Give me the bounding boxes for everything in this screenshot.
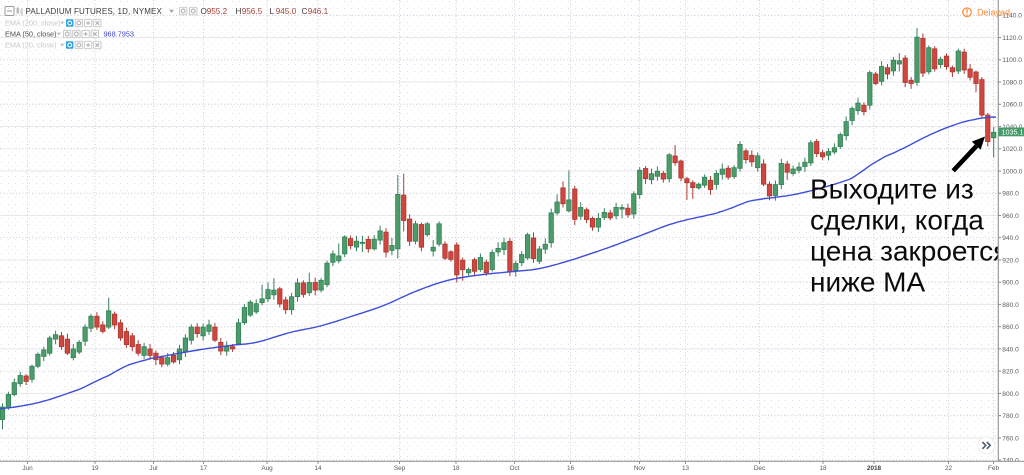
svg-text:940.0: 940.0 — [1002, 235, 1019, 242]
svg-text:1040.0: 1040.0 — [1002, 124, 1023, 131]
svg-text:EMA (200, close): EMA (200, close) — [5, 19, 61, 28]
svg-text:14: 14 — [314, 465, 322, 472]
svg-text:Delayed: Delayed — [977, 7, 1010, 17]
svg-text:18: 18 — [819, 465, 827, 472]
svg-text:C: C — [302, 7, 308, 16]
svg-text:1120.0: 1120.0 — [1002, 35, 1022, 42]
svg-text:17: 17 — [200, 465, 208, 472]
svg-text:2018: 2018 — [867, 465, 882, 472]
svg-text:840.0: 840.0 — [1002, 346, 1019, 353]
svg-text:Jun: Jun — [22, 465, 33, 472]
svg-text:22: 22 — [945, 465, 953, 472]
svg-text:PALLADIUM FUTURES, 1D, NYMEX: PALLADIUM FUTURES, 1D, NYMEX — [26, 7, 163, 16]
svg-text:900.0: 900.0 — [1002, 280, 1019, 287]
svg-text:1100.0: 1100.0 — [1002, 57, 1022, 64]
svg-text:956.5: 956.5 — [242, 7, 263, 16]
svg-text:780.0: 780.0 — [1002, 413, 1019, 420]
svg-text:Dec: Dec — [754, 465, 766, 472]
svg-text:1000.0: 1000.0 — [1002, 168, 1023, 175]
svg-text:968.7953: 968.7953 — [104, 30, 134, 39]
svg-text:945.0: 945.0 — [276, 7, 297, 16]
svg-text:1020.0: 1020.0 — [1002, 146, 1023, 153]
svg-text:Jul: Jul — [149, 465, 157, 472]
svg-text:O: O — [201, 7, 207, 16]
svg-text:Выходите из: Выходите из — [810, 174, 974, 205]
svg-text:L: L — [270, 7, 275, 16]
svg-text:920.0: 920.0 — [1002, 257, 1019, 264]
svg-text:H: H — [236, 7, 242, 16]
svg-text:820.0: 820.0 — [1002, 369, 1019, 376]
svg-text:13: 13 — [682, 465, 690, 472]
svg-text:18: 18 — [452, 465, 460, 472]
svg-text:946.1: 946.1 — [308, 7, 329, 16]
svg-text:880.0: 880.0 — [1002, 302, 1019, 309]
svg-text:Nov: Nov — [634, 465, 646, 472]
svg-text:ниже МА: ниже МА — [810, 267, 926, 298]
svg-text:1080.0: 1080.0 — [1002, 79, 1023, 86]
svg-text:955.2: 955.2 — [207, 7, 228, 16]
svg-text:EMA (20, close): EMA (20, close) — [5, 41, 57, 50]
svg-text:980.0: 980.0 — [1002, 191, 1019, 198]
svg-text:EMA (50, close): EMA (50, close) — [5, 30, 57, 39]
svg-text:16: 16 — [567, 465, 575, 472]
svg-text:1035.1: 1035.1 — [1002, 128, 1024, 137]
svg-text:Oct: Oct — [510, 465, 520, 472]
svg-text:сделки, когда: сделки, когда — [810, 205, 984, 236]
svg-text:760.0: 760.0 — [1002, 435, 1019, 442]
svg-text:800.0: 800.0 — [1002, 391, 1019, 398]
svg-text:960.0: 960.0 — [1002, 213, 1019, 220]
svg-text:Sep: Sep — [394, 465, 406, 472]
svg-text:1060.0: 1060.0 — [1002, 102, 1023, 109]
svg-text:Feb: Feb — [988, 465, 999, 472]
svg-text:1140.0: 1140.0 — [1002, 13, 1022, 20]
svg-text:860.0: 860.0 — [1002, 324, 1019, 331]
svg-text:19: 19 — [91, 465, 99, 472]
svg-text:цена закроется: цена закроется — [810, 236, 1008, 267]
svg-text:Aug: Aug — [261, 465, 273, 472]
